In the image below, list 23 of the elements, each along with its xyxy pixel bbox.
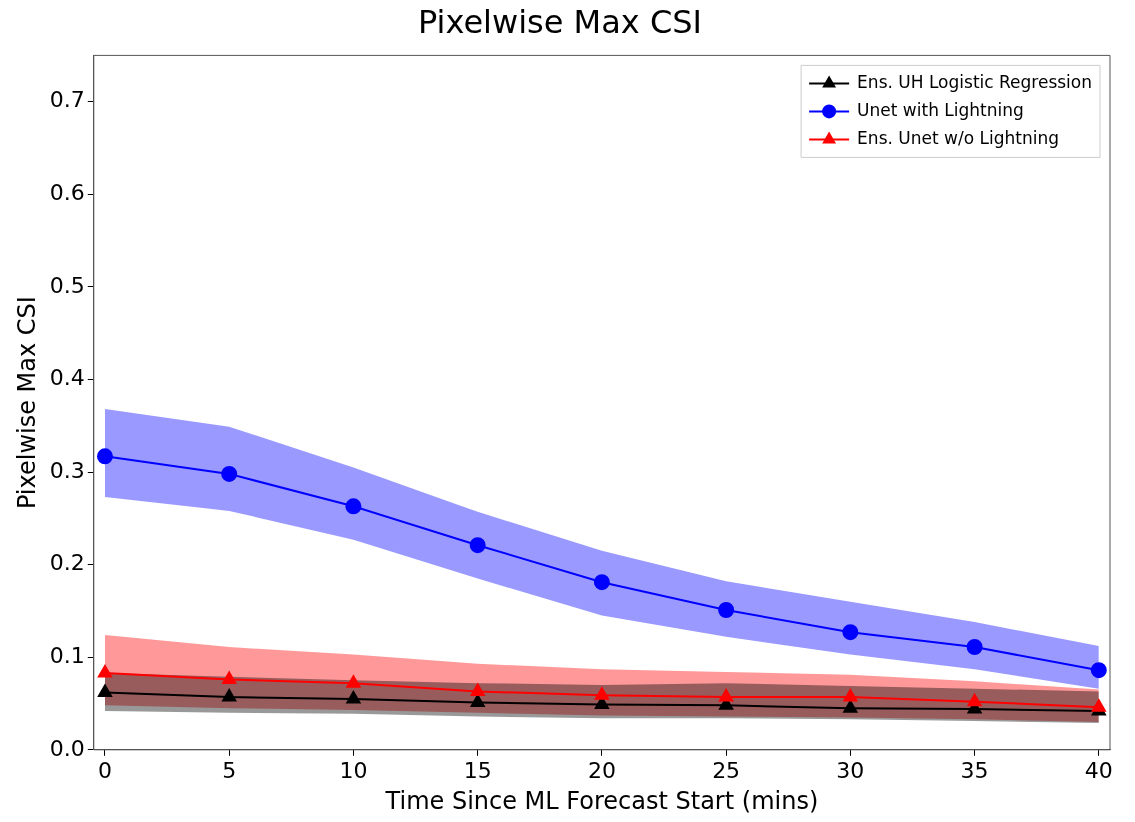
y-axis-title: Pixelwise Max CSI [12,296,41,510]
x-tick-label: 0 [97,757,112,783]
legend-label: Ens. UH Logistic Regression [857,71,1093,92]
legend-label: Ens. Unet w/o Lightning [857,127,1059,148]
x-tick-label: 20 [587,757,616,783]
y-tick-label: 0.0 [49,735,85,761]
x-axis-title: Time Since ML Forecast Start (mins) [384,786,819,815]
y-tick-label: 0.7 [49,87,85,113]
x-tick-label: 30 [836,757,865,783]
x-tick-label: 25 [712,757,741,783]
chart-title: Pixelwise Max CSI [417,2,703,41]
y-tick-label: 0.1 [49,642,85,668]
y-tick-label: 0.4 [49,365,85,391]
legend-label: Unet with Lightning [857,99,1024,120]
x-tick-label: 15 [463,757,492,783]
y-tick-label: 0.6 [49,180,85,205]
y-tick-label: 0.3 [49,457,85,483]
x-tick-label: 5 [222,757,237,783]
x-tick-label: 40 [1084,757,1113,783]
y-tick-label: 0.2 [49,550,85,576]
x-tick-label: 10 [339,757,368,783]
x-tick-label: 35 [960,757,989,783]
y-tick-label: 0.5 [49,272,85,298]
